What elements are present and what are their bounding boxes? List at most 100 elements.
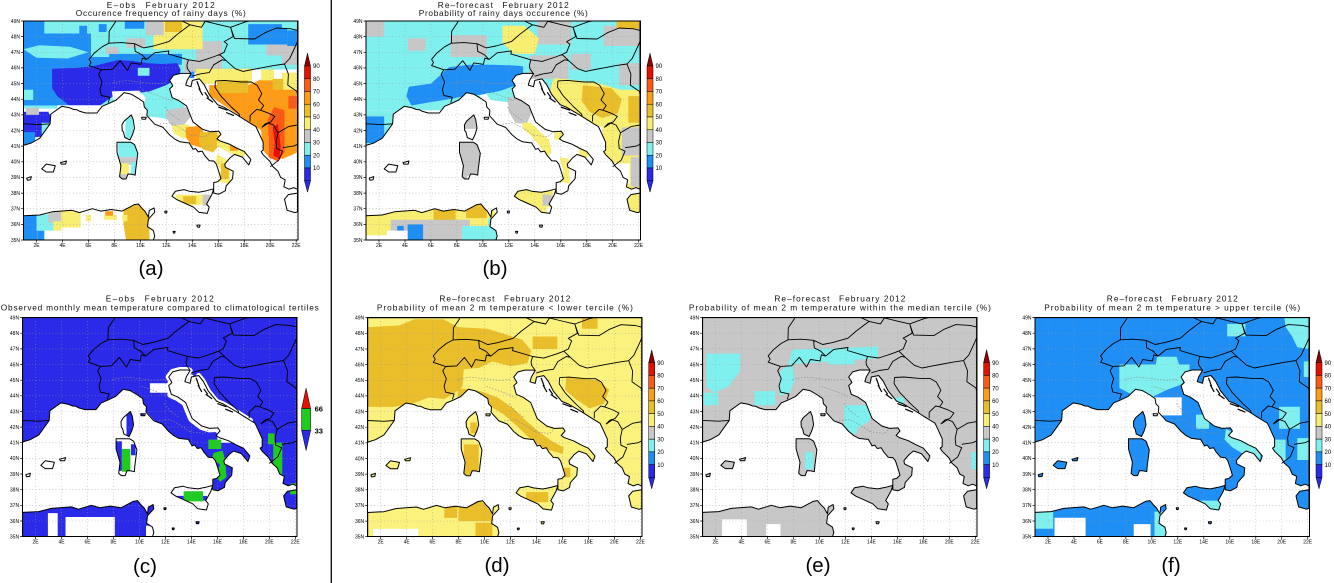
svg-text:44N: 44N [353, 97, 363, 103]
svg-text:40N: 40N [690, 456, 700, 462]
svg-text:20E: 20E [608, 243, 618, 249]
svg-text:47N: 47N [353, 50, 363, 56]
svg-text:39N: 39N [10, 472, 20, 478]
svg-text:40: 40 [992, 425, 999, 431]
svg-text:50: 50 [657, 412, 664, 418]
svg-text:36N: 36N [353, 222, 363, 228]
svg-text:30: 30 [992, 437, 999, 443]
svg-text:60: 60 [657, 399, 664, 405]
svg-text:6E: 6E [84, 540, 91, 546]
svg-text:42N: 42N [1022, 425, 1032, 431]
svg-text:20: 20 [657, 450, 664, 456]
svg-text:36N: 36N [355, 519, 365, 525]
svg-text:39N: 39N [353, 175, 363, 181]
svg-text:46N: 46N [11, 66, 21, 72]
svg-text:60: 60 [313, 103, 320, 109]
svg-text:14E: 14E [530, 243, 540, 249]
svg-text:49N: 49N [355, 316, 365, 322]
svg-text:44N: 44N [1022, 394, 1032, 400]
svg-text:(b): (b) [482, 257, 507, 280]
svg-text:12E: 12E [506, 540, 516, 546]
svg-text:43N: 43N [353, 113, 363, 119]
svg-text:60: 60 [992, 399, 999, 405]
svg-text:44N: 44N [11, 97, 21, 103]
svg-text:45N: 45N [10, 378, 20, 384]
svg-text:Observed monthly mean temperat: Observed monthly mean temperature compar… [1, 302, 319, 312]
svg-text:10E: 10E [478, 243, 488, 249]
svg-text:2E: 2E [1045, 540, 1052, 546]
svg-text:48N: 48N [690, 331, 700, 337]
svg-text:20: 20 [313, 153, 320, 159]
svg-text:22E: 22E [971, 540, 981, 546]
svg-text:38N: 38N [355, 488, 365, 494]
svg-text:14E: 14E [188, 243, 198, 249]
svg-text:(c): (c) [133, 555, 157, 578]
svg-text:4E: 4E [739, 540, 746, 546]
svg-text:44N: 44N [10, 394, 20, 400]
svg-text:38N: 38N [1022, 488, 1032, 494]
svg-text:60: 60 [656, 103, 663, 109]
svg-text:41N: 41N [10, 441, 20, 447]
svg-text:46N: 46N [10, 362, 20, 368]
svg-text:35N: 35N [355, 535, 365, 541]
svg-text:12E: 12E [161, 540, 171, 546]
svg-text:20E: 20E [1277, 540, 1287, 546]
svg-text:2E: 2E [713, 540, 720, 546]
svg-text:45N: 45N [690, 378, 700, 384]
svg-text:Probability of mean 2 m temper: Probability of mean 2 m temperature < lo… [377, 303, 633, 313]
svg-text:43N: 43N [10, 409, 20, 415]
svg-text:10: 10 [1325, 463, 1332, 469]
svg-text:16E: 16E [213, 540, 223, 546]
svg-text:80: 80 [992, 374, 999, 380]
svg-text:90: 90 [1325, 361, 1332, 367]
svg-text:70: 70 [656, 90, 663, 96]
svg-text:Probability of mean 2 m temper: Probability of mean 2 m temperature with… [689, 302, 991, 312]
svg-text:45N: 45N [11, 81, 21, 87]
svg-text:6E: 6E [85, 243, 92, 249]
svg-text:41N: 41N [690, 441, 700, 447]
svg-text:30: 30 [656, 141, 663, 147]
svg-text:10: 10 [313, 166, 320, 172]
svg-text:38N: 38N [11, 191, 21, 197]
svg-text:41N: 41N [353, 144, 363, 150]
svg-text:50: 50 [656, 115, 663, 121]
svg-text:39N: 39N [11, 175, 21, 181]
svg-text:40: 40 [1325, 425, 1332, 431]
svg-text:20E: 20E [265, 540, 275, 546]
svg-text:48N: 48N [1022, 331, 1032, 337]
svg-text:44N: 44N [355, 394, 365, 400]
svg-text:18E: 18E [582, 243, 592, 249]
svg-text:48N: 48N [353, 34, 363, 40]
svg-text:80: 80 [313, 77, 320, 83]
svg-text:37N: 37N [690, 503, 700, 509]
svg-text:16E: 16E [1225, 540, 1235, 546]
svg-text:47N: 47N [690, 347, 700, 353]
svg-text:12E: 12E [1173, 540, 1183, 546]
svg-text:4E: 4E [1071, 540, 1078, 546]
svg-text:22E: 22E [634, 243, 644, 249]
svg-text:16E: 16E [556, 243, 566, 249]
svg-text:8E: 8E [1123, 540, 1130, 546]
svg-text:43N: 43N [1022, 409, 1032, 415]
svg-text:36N: 36N [690, 519, 700, 525]
svg-text:41N: 41N [355, 441, 365, 447]
svg-text:16E: 16E [893, 540, 903, 546]
svg-text:12E: 12E [504, 243, 514, 249]
svg-text:47N: 47N [1022, 347, 1032, 353]
svg-text:20: 20 [992, 450, 999, 456]
svg-text:4E: 4E [59, 243, 66, 249]
svg-text:40N: 40N [355, 456, 365, 462]
svg-text:39N: 39N [690, 472, 700, 478]
svg-text:30: 30 [1325, 437, 1332, 443]
svg-text:39N: 39N [355, 472, 365, 478]
svg-text:47N: 47N [11, 50, 21, 56]
svg-text:40: 40 [657, 425, 664, 431]
svg-text:2E: 2E [33, 540, 40, 546]
svg-text:46N: 46N [1022, 362, 1032, 368]
svg-text:4E: 4E [59, 540, 66, 546]
svg-text:49N: 49N [690, 315, 700, 321]
svg-text:14E: 14E [187, 540, 197, 546]
svg-text:Re–forecast February 2012: Re–forecast February 2012 [1107, 294, 1238, 304]
svg-text:30: 30 [657, 437, 664, 443]
svg-text:70: 70 [1325, 386, 1332, 392]
